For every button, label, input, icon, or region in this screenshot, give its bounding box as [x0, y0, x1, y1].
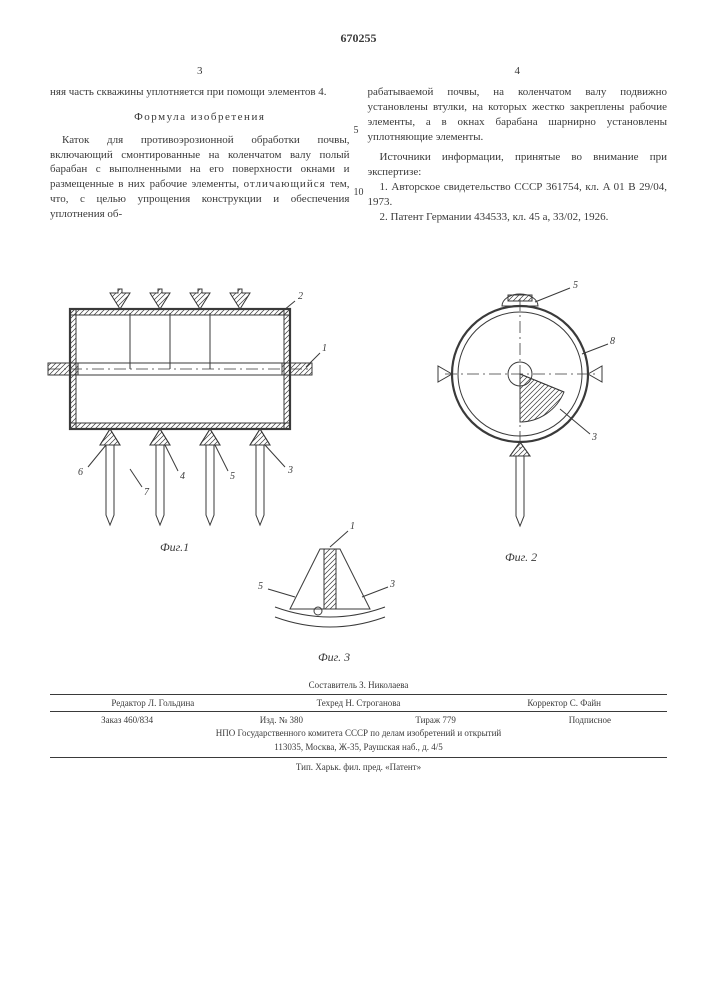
tirazh: Тираж 779: [359, 714, 513, 728]
footer-credits: Редактор Л. Гольдина Техред Н. Строганов…: [50, 694, 667, 711]
fig1-label-6: 6: [78, 467, 83, 478]
org: НПО Государственного комитета СССР по де…: [50, 727, 667, 741]
p2-spaced: отличающийся: [244, 178, 326, 190]
fig2-label-5: 5: [573, 280, 578, 291]
line-number-10: 10: [354, 186, 364, 200]
left-p1: няя часть скважины уплотняется при помощ…: [50, 85, 350, 100]
tip: Тип. Харьк. фил. пред. «Патент»: [50, 757, 667, 775]
fig3-caption: Фиг. 3: [318, 649, 350, 665]
right-p4: 2. Патент Германии 434533, кл. 45 a, 33/…: [368, 210, 668, 225]
sub: Подписное: [513, 714, 667, 728]
techred: Техред Н. Строганова: [256, 697, 462, 711]
fig2-label-3: 3: [591, 432, 597, 443]
compiler: Составитель З. Николаева: [50, 679, 667, 693]
right-p2: Источники информации, принятые во вниман…: [368, 150, 668, 180]
fig1-label-5: 5: [230, 471, 235, 482]
right-column: 4 5 10 рабатываемой почвы, на коленчатом…: [368, 64, 668, 224]
fig3-label-5: 5: [258, 581, 263, 592]
footer: Составитель З. Николаева Редактор Л. Гол…: [50, 679, 667, 775]
left-column: 3 няя часть скважины уплотняется при пом…: [50, 64, 350, 224]
fig1-group: 2 1 3 4 5 6 7: [48, 289, 327, 525]
fig1-caption: Фиг.1: [160, 539, 189, 555]
fig1-label-1: 1: [322, 343, 327, 354]
order: Заказ 460/834: [50, 714, 204, 728]
fig1-label-3: 3: [287, 465, 293, 476]
col-num-left: 3: [50, 64, 350, 79]
fig2-caption: Фиг. 2: [505, 549, 537, 565]
addr: 113035, Москва, Ж-35, Раушская наб., д. …: [50, 741, 667, 755]
figures-svg: 2 1 3 4 5 6 7: [40, 249, 660, 679]
figures-area: 2 1 3 4 5 6 7: [50, 249, 667, 679]
line-number-5: 5: [354, 124, 359, 138]
fig2-label-8: 8: [610, 336, 615, 347]
fig1-label-7: 7: [144, 487, 150, 498]
fig3-label-1: 1: [350, 521, 355, 532]
formula-title: Формула изобретения: [50, 110, 350, 125]
patent-number: 670255: [50, 30, 667, 46]
col-num-right: 4: [368, 64, 668, 79]
izd: Изд. № 380: [204, 714, 358, 728]
fig1-label-4: 4: [180, 471, 185, 482]
corrector: Корректор С. Файн: [461, 697, 667, 711]
editor: Редактор Л. Гольдина: [50, 697, 256, 711]
text-columns: 3 няя часть скважины уплотняется при пом…: [50, 64, 667, 224]
right-p3: 1. Авторское свидетельство СССР 361754, …: [368, 180, 668, 210]
fig3-group: 1 5 3: [258, 521, 395, 627]
fig2-group: 5 8 3: [438, 280, 615, 526]
left-p2: Каток для противоэрозионной обработки по…: [50, 133, 350, 222]
right-p1: рабатываемой почвы, на коленчатом валу п…: [368, 85, 668, 144]
footer-meta: Заказ 460/834 Изд. № 380 Тираж 779 Подпи…: [50, 711, 667, 728]
fig1-label-2: 2: [298, 291, 303, 302]
fig3-label-3: 3: [389, 579, 395, 590]
